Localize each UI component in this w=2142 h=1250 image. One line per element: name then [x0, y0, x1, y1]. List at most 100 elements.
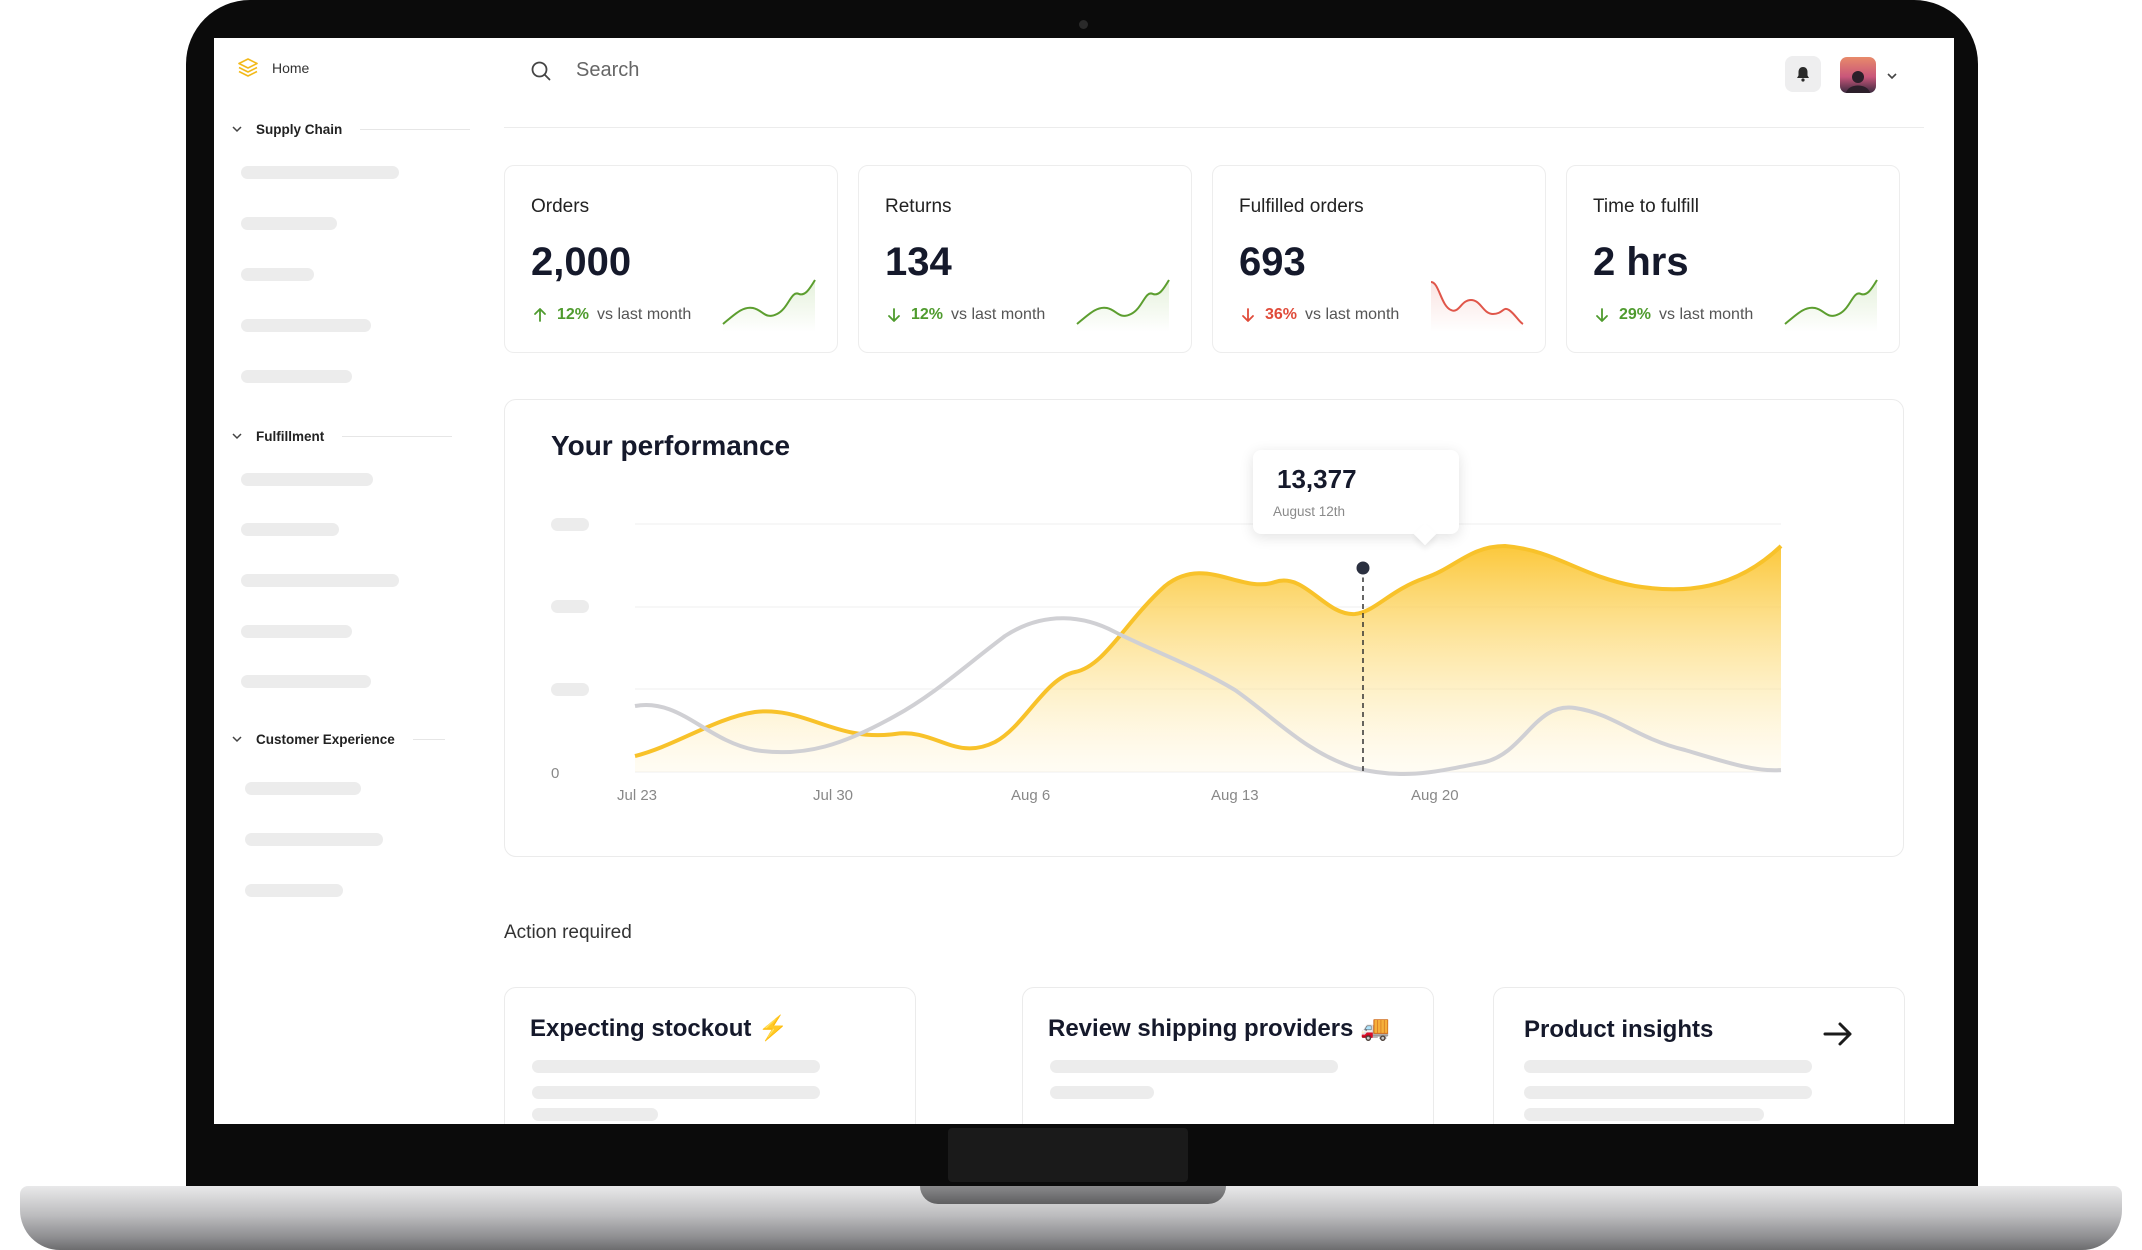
action-card-expecting-stockout[interactable]: Expecting stockout ⚡: [504, 987, 916, 1124]
stat-value: 2,000: [531, 240, 632, 284]
content-placeholder: [1524, 1086, 1812, 1099]
y-tick-placeholder: [551, 600, 589, 613]
header-divider: [504, 127, 1924, 128]
stat-card-time-to-fulfill[interactable]: Time to fulfill 2 hrs 29% vs last month: [1566, 165, 1900, 353]
tooltip-value: 13,377: [1277, 464, 1357, 494]
section-title: Supply Chain: [256, 121, 343, 137]
action-card-title: Review shipping providers 🚚: [1048, 1015, 1390, 1042]
stat-label: Fulfilled orders: [1239, 196, 1364, 217]
home-label: Home: [272, 60, 310, 76]
content-placeholder: [1050, 1060, 1338, 1073]
chevron-down-icon[interactable]: [1884, 68, 1900, 84]
stat-label: Time to fulfill: [1593, 196, 1699, 217]
sidebar-item-placeholder[interactable]: [245, 782, 361, 795]
section-title: Fulfillment: [256, 428, 325, 444]
section-divider: [342, 435, 453, 437]
y-tick-label: 0: [551, 765, 559, 782]
stat-change: 36%: [1265, 306, 1298, 323]
stat-trend: 29% vs last month: [1593, 306, 1753, 324]
stat-value: 693: [1239, 240, 1306, 284]
sidebar-item-placeholder[interactable]: [245, 884, 343, 897]
search-input[interactable]: [574, 58, 878, 83]
chevron-down-icon: [232, 736, 242, 743]
sparkline: [722, 279, 816, 332]
tooltip-date: August 12th: [1273, 504, 1346, 519]
stat-value: 2 hrs: [1593, 240, 1689, 284]
arrow-right-icon[interactable]: [1820, 1016, 1856, 1052]
sidebar-item-placeholder[interactable]: [241, 268, 314, 281]
sidebar-item-placeholder[interactable]: [241, 473, 373, 486]
sidebar-item-placeholder[interactable]: [241, 523, 339, 536]
content-placeholder: [532, 1108, 658, 1121]
stat-card-orders[interactable]: Orders 2,000 12% vs last month: [504, 165, 838, 353]
sidebar-item-placeholder[interactable]: [241, 625, 352, 638]
section-divider: [360, 128, 471, 130]
search-bar[interactable]: [530, 58, 878, 83]
sidebar-section-fulfillment[interactable]: Fulfillment: [230, 426, 670, 446]
action-card-title: Expecting stockout ⚡: [530, 1015, 788, 1042]
app-screen: Home Supply Chain Fulfillment: [214, 38, 1954, 1124]
arrow-up-icon: [534, 308, 546, 322]
stat-card-returns[interactable]: Returns 134 12% vs last month: [858, 165, 1192, 353]
sidebar-item-placeholder[interactable]: [241, 370, 352, 383]
sidebar-item-placeholder[interactable]: [241, 675, 371, 688]
screen-hinge-notch: [948, 1128, 1188, 1182]
section-heading-action-required: Action required: [504, 922, 632, 943]
chevron-down-icon: [232, 433, 242, 440]
avatar-image: [1846, 71, 1870, 93]
action-card-product-insights[interactable]: Product insights: [1493, 987, 1905, 1124]
sidebar-section-customer-experience[interactable]: Customer Experience: [230, 729, 670, 749]
stat-trend: 36% vs last month: [1239, 306, 1399, 324]
sidebar-item-placeholder[interactable]: [241, 166, 399, 179]
performance-chart[interactable]: 0 Jul 23 Jul 30 Aug 6 Aug 13 Aug 20: [505, 400, 1903, 856]
action-card-review-shipping-providers[interactable]: Review shipping providers 🚚: [1022, 987, 1434, 1124]
x-tick-label: Aug 13: [1211, 787, 1259, 804]
sidebar-item-placeholder[interactable]: [241, 319, 371, 332]
x-tick-label: Jul 30: [813, 787, 853, 804]
search-icon: [531, 61, 551, 80]
stat-trend: 12% vs last month: [885, 306, 1045, 324]
content-placeholder: [1524, 1060, 1812, 1073]
series-area-fill: [635, 546, 1781, 772]
stat-change: 29%: [1619, 306, 1652, 323]
action-card-title: Product insights: [1524, 1016, 1714, 1043]
section-title: Customer Experience: [256, 731, 395, 747]
chevron-down-icon: [232, 126, 242, 133]
content-placeholder: [532, 1060, 820, 1073]
sparkline: [1430, 281, 1524, 332]
arrow-down-icon: [888, 308, 900, 322]
content-placeholder: [532, 1086, 820, 1099]
stat-compare: vs last month: [951, 306, 1046, 323]
performance-card: Your performance 0: [504, 399, 1904, 857]
y-tick-placeholder: [551, 683, 589, 696]
sidebar: Home Supply Chain Fulfillment: [214, 38, 471, 1124]
sidebar-home-link[interactable]: Home: [236, 56, 309, 80]
arrow-down-icon: [1596, 308, 1608, 322]
section-divider: [412, 738, 445, 740]
content-placeholder: [1050, 1086, 1154, 1099]
stat-change: 12%: [557, 306, 590, 323]
sidebar-section-supply-chain[interactable]: Supply Chain: [230, 119, 670, 139]
x-tick-label: Jul 23: [617, 787, 657, 804]
stat-compare: vs last month: [1659, 306, 1754, 323]
notifications-button[interactable]: [1785, 56, 1821, 92]
sidebar-item-placeholder[interactable]: [241, 574, 399, 587]
chart-title: Your performance: [551, 430, 791, 461]
sidebar-item-placeholder[interactable]: [241, 217, 337, 230]
stat-compare: vs last month: [1305, 306, 1400, 323]
avatar[interactable]: [1840, 57, 1876, 93]
sparkline: [1076, 279, 1170, 332]
stat-card-fulfilled-orders[interactable]: Fulfilled orders 693 36% vs last month: [1212, 165, 1546, 353]
stat-value: 134: [885, 240, 952, 284]
stat-label: Returns: [885, 196, 952, 217]
sidebar-item-placeholder[interactable]: [245, 833, 383, 846]
stat-trend: 12% vs last month: [531, 306, 691, 324]
series-line-secondary: [634, 616, 1782, 776]
x-tick-label: Aug 6: [1011, 787, 1050, 804]
hover-marker-point[interactable]: [1353, 558, 1373, 578]
stat-compare: vs last month: [597, 306, 692, 323]
webcam: [1079, 20, 1088, 29]
logo-icon: [238, 58, 258, 77]
content-placeholder: [1524, 1108, 1764, 1121]
y-tick-placeholder: [551, 518, 589, 531]
